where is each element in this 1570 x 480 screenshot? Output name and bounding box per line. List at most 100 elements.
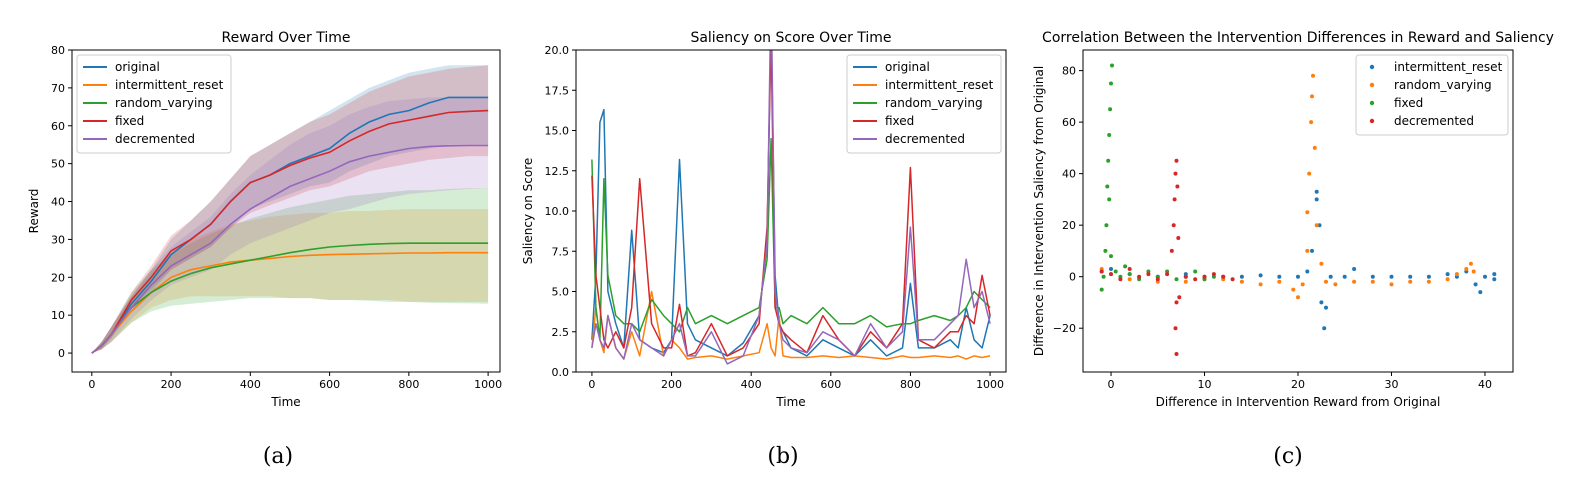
scatter-point: [1108, 107, 1113, 112]
scatter-point: [1319, 300, 1324, 305]
scatter-point: [1239, 279, 1244, 284]
plot-area: [591, 50, 991, 365]
scatter-point: [1171, 223, 1176, 228]
legend-marker: [1369, 82, 1375, 88]
scatter-point: [1173, 171, 1178, 176]
scatter-point: [1277, 279, 1282, 284]
scatter-point: [1127, 272, 1132, 277]
scatter-point: [1109, 81, 1113, 86]
y-tick-label: 2.5: [552, 326, 570, 339]
scatter-point: [1322, 326, 1327, 331]
series-line-original: [91, 96, 489, 354]
series-intermittent_reset: [1099, 189, 1497, 331]
legend-label: original: [115, 60, 160, 74]
series-line-fixed: [591, 50, 991, 357]
y-tick-label: 40: [51, 196, 65, 209]
scatter-point: [1113, 269, 1118, 274]
series-line-decremented: [591, 50, 991, 365]
scatter-point: [1305, 210, 1310, 215]
x-tick-label: 200: [161, 378, 182, 391]
scatter-point: [1211, 272, 1216, 277]
chart-title: Saliency on Score Over Time: [690, 30, 891, 46]
y-tick-label: 10: [51, 309, 65, 322]
y-tick-label: 30: [51, 233, 65, 246]
x-tick-label: 30: [1384, 378, 1398, 391]
y-tick-label: 5.0: [552, 286, 570, 299]
y-tick-label: 0.0: [552, 366, 570, 379]
scatter-point: [1107, 197, 1112, 202]
scatter-point: [1305, 269, 1310, 274]
scatter-point: [1221, 274, 1226, 279]
scatter-point: [1177, 295, 1182, 300]
x-axis-label: Time: [775, 395, 805, 409]
scatter-point: [1137, 274, 1142, 279]
x-tick-label: 1000: [474, 378, 502, 391]
scatter-point: [1109, 254, 1113, 259]
scatter-point: [1174, 352, 1179, 356]
scatter-point: [1296, 274, 1300, 279]
x-tick-label: 10: [1198, 378, 1212, 391]
scatter-point: [1099, 269, 1104, 274]
y-axis-label: Saliency on Score: [521, 158, 535, 265]
scatter-point: [1105, 184, 1110, 189]
y-axis-label: Difference in Intervention Saliency from…: [1032, 66, 1046, 356]
legend-box: [1355, 54, 1509, 136]
scatter-point: [1146, 272, 1151, 277]
scatter-point: [1468, 261, 1473, 266]
plot-frame: [575, 49, 1007, 373]
series-band-fixed: [91, 65, 489, 354]
series-band-intermittent_reset: [91, 209, 489, 354]
scatter-point: [1408, 279, 1413, 284]
legend-marker: [1369, 118, 1375, 124]
scatter-point: [1176, 236, 1181, 240]
legend-label: fixed: [885, 114, 914, 128]
y-tick-label: 0: [58, 347, 65, 360]
x-tick-label: 800: [900, 378, 921, 391]
x-axis-label: Difference in Intervention Reward from O…: [1156, 395, 1441, 409]
scatter-point: [1310, 94, 1314, 99]
scatter-point: [1174, 300, 1179, 305]
legend-label: random_varying: [115, 96, 213, 110]
scatter-point: [1324, 279, 1328, 284]
scatter-point: [1155, 277, 1160, 282]
x-tick-label: 0: [588, 378, 595, 391]
legend: original intermittent_reset random_varying…: [76, 54, 232, 154]
x-tick-label: 200: [661, 378, 682, 391]
scatter-point: [1127, 277, 1132, 282]
legend: original intermittent_reset random_varying…: [846, 54, 1002, 154]
scatter-point: [1342, 274, 1347, 279]
scatter-point: [1296, 295, 1300, 300]
y-axis-label: Reward: [27, 189, 41, 234]
x-tick-label: 600: [319, 378, 340, 391]
scatter-point: [1106, 158, 1111, 163]
x-tick-label: 1000: [976, 378, 1004, 391]
plot-area: [91, 65, 489, 354]
scatter-point: [1109, 272, 1113, 277]
y-tick-label: 12.5: [545, 165, 570, 178]
scatter-point: [1169, 248, 1174, 253]
legend-marker: [1369, 100, 1375, 106]
legend-box: [846, 54, 1002, 154]
scatter-point: [1174, 158, 1179, 163]
legend-label: original: [885, 60, 930, 74]
x-tick-label: 800: [398, 378, 419, 391]
scatter-point: [1107, 133, 1112, 137]
x-tick-label: 20: [1291, 378, 1305, 391]
series-line-intermittent_reset: [91, 251, 489, 354]
legend-label: fixed: [1394, 96, 1423, 110]
scatter-point: [1174, 277, 1179, 282]
scatter-point: [1314, 223, 1319, 228]
scatter-point: [1110, 63, 1114, 68]
plot-frame: [71, 49, 501, 373]
scatter-point: [1389, 274, 1394, 279]
series-line-random_varying: [591, 137, 991, 341]
scatter-point: [1319, 261, 1324, 266]
scatter-point: [1352, 279, 1357, 284]
scatter-point: [1310, 248, 1314, 253]
series-line-original: [591, 50, 991, 357]
scatter-point: [1101, 274, 1106, 279]
legend-label: intermittent_reset: [115, 78, 224, 92]
y-tick-label: 20.0: [545, 44, 570, 57]
scatter-point: [1333, 282, 1338, 287]
